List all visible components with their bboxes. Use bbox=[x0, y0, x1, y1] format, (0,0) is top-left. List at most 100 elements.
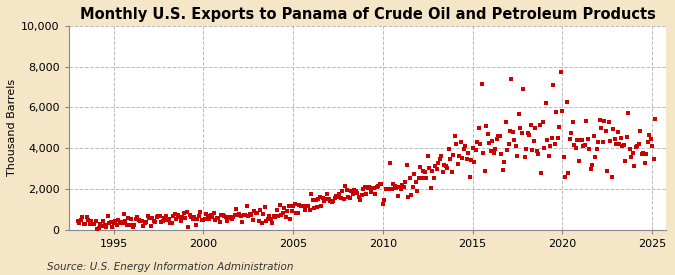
Point bbox=[587, 163, 597, 167]
Point bbox=[479, 169, 490, 174]
Point bbox=[207, 214, 217, 219]
Point bbox=[445, 157, 456, 161]
Point bbox=[603, 120, 614, 124]
Point bbox=[327, 200, 338, 204]
Point bbox=[641, 152, 651, 156]
Point bbox=[464, 175, 475, 180]
Point bbox=[402, 163, 412, 167]
Point bbox=[129, 223, 140, 227]
Point bbox=[491, 137, 502, 141]
Point bbox=[418, 169, 429, 173]
Point bbox=[376, 182, 387, 186]
Point bbox=[319, 198, 330, 203]
Point bbox=[616, 136, 626, 140]
Point bbox=[296, 204, 307, 208]
Point bbox=[161, 214, 171, 218]
Point bbox=[312, 205, 323, 209]
Point bbox=[331, 194, 342, 199]
Point bbox=[101, 225, 111, 229]
Point bbox=[606, 175, 617, 180]
Point bbox=[310, 197, 321, 202]
Point bbox=[632, 144, 643, 148]
Point bbox=[348, 192, 358, 196]
Point bbox=[130, 217, 141, 222]
Point bbox=[434, 156, 445, 161]
Point bbox=[281, 209, 292, 213]
Point bbox=[344, 196, 355, 200]
Point bbox=[254, 208, 265, 212]
Point bbox=[204, 217, 215, 221]
Point bbox=[134, 217, 144, 222]
Point bbox=[113, 218, 124, 222]
Point bbox=[168, 213, 179, 218]
Point bbox=[549, 142, 560, 146]
Point bbox=[461, 157, 472, 162]
Point bbox=[189, 215, 200, 220]
Point bbox=[470, 148, 481, 153]
Point bbox=[590, 155, 601, 159]
Point bbox=[315, 195, 325, 199]
Point bbox=[472, 140, 483, 144]
Point bbox=[289, 202, 300, 206]
Point bbox=[371, 185, 382, 189]
Point bbox=[441, 165, 452, 170]
Point bbox=[626, 155, 637, 159]
Point bbox=[243, 214, 254, 218]
Point bbox=[241, 204, 252, 208]
Point bbox=[350, 189, 361, 193]
Point bbox=[569, 143, 580, 147]
Point bbox=[300, 208, 310, 212]
Point bbox=[506, 77, 517, 82]
Point bbox=[509, 137, 520, 142]
Point bbox=[301, 204, 312, 208]
Point bbox=[291, 210, 302, 215]
Point bbox=[618, 143, 629, 147]
Point bbox=[186, 215, 196, 220]
Point bbox=[162, 218, 173, 222]
Point bbox=[258, 212, 269, 216]
Point bbox=[450, 134, 460, 138]
Point bbox=[365, 190, 376, 194]
Point bbox=[427, 169, 437, 174]
Point bbox=[88, 222, 99, 227]
Point bbox=[467, 145, 478, 150]
Point bbox=[557, 108, 568, 113]
Point bbox=[515, 125, 526, 130]
Point bbox=[537, 120, 548, 124]
Point bbox=[383, 187, 394, 191]
Point bbox=[136, 219, 147, 224]
Point bbox=[122, 223, 132, 227]
Point bbox=[93, 226, 104, 230]
Point bbox=[367, 186, 378, 190]
Point bbox=[247, 218, 258, 222]
Point bbox=[581, 119, 592, 123]
Point bbox=[313, 197, 324, 201]
Point bbox=[335, 196, 346, 200]
Point bbox=[638, 150, 649, 155]
Point bbox=[199, 217, 210, 221]
Point bbox=[316, 204, 327, 208]
Point bbox=[279, 206, 290, 210]
Point bbox=[608, 127, 618, 131]
Point bbox=[216, 213, 227, 217]
Point bbox=[117, 221, 128, 226]
Point bbox=[623, 111, 634, 115]
Point bbox=[576, 138, 587, 142]
Point bbox=[391, 186, 402, 190]
Point bbox=[355, 198, 366, 202]
Point bbox=[522, 130, 533, 135]
Point bbox=[579, 143, 590, 147]
Point bbox=[317, 196, 328, 200]
Point bbox=[284, 204, 294, 208]
Point bbox=[620, 159, 630, 163]
Point bbox=[150, 220, 161, 224]
Point bbox=[543, 154, 554, 158]
Point bbox=[650, 116, 661, 121]
Point bbox=[425, 186, 436, 191]
Point bbox=[591, 147, 602, 151]
Point bbox=[256, 221, 267, 225]
Point bbox=[644, 133, 655, 138]
Point bbox=[188, 217, 198, 221]
Point bbox=[120, 219, 131, 223]
Point bbox=[302, 204, 313, 208]
